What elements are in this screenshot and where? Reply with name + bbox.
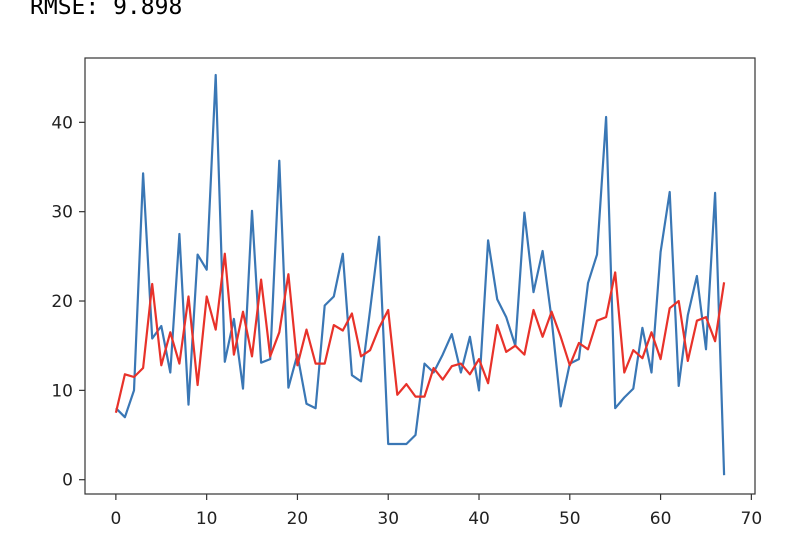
y-tick-label: 10 bbox=[51, 381, 73, 401]
x-tick-label: 70 bbox=[741, 509, 763, 529]
plot-frame bbox=[84, 57, 756, 495]
x-tick-label: 30 bbox=[377, 509, 399, 529]
x-tick-label: 10 bbox=[196, 509, 218, 529]
x-tick-label: 50 bbox=[559, 509, 581, 529]
x-tick-label: 60 bbox=[650, 509, 672, 529]
y-tick-label: 40 bbox=[51, 113, 73, 133]
y-tick-label: 0 bbox=[62, 471, 73, 491]
x-tick-label: 40 bbox=[468, 509, 490, 529]
y-tick-label: 20 bbox=[51, 292, 73, 312]
rmse-output-text: RMSE: 9.898 bbox=[30, 0, 183, 20]
predicted-series-line bbox=[114, 252, 726, 413]
x-axis: 0 10 20 30 40 50 60 70 bbox=[110, 494, 762, 529]
x-tick-label: 20 bbox=[287, 509, 309, 529]
y-tick-label: 30 bbox=[51, 203, 73, 223]
y-axis: 0 10 20 30 40 bbox=[51, 113, 85, 491]
series-layer bbox=[114, 73, 726, 476]
actual-series-line bbox=[115, 73, 726, 476]
x-tick-label: 0 bbox=[110, 509, 121, 529]
